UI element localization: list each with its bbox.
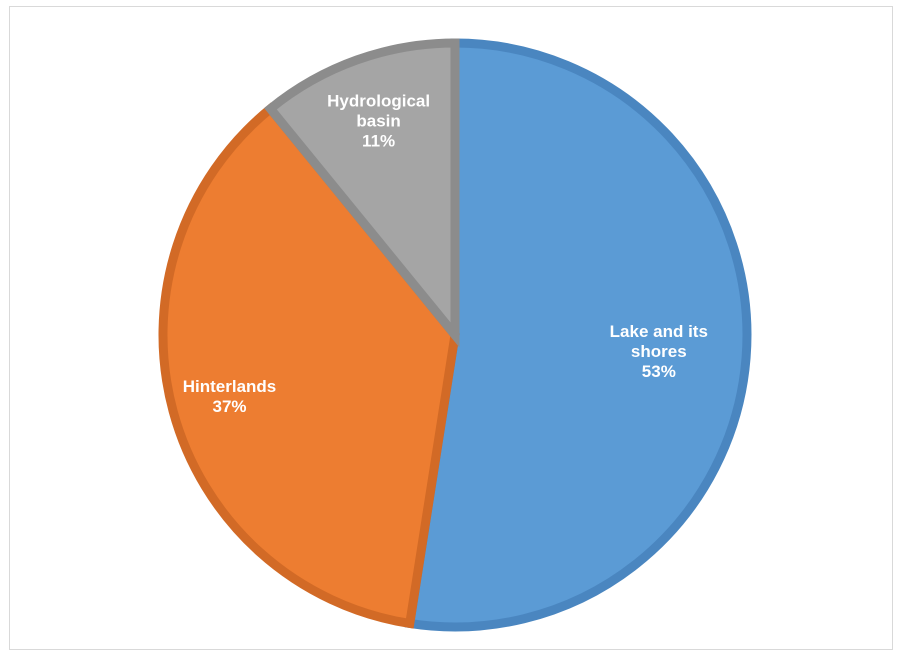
slices-layer — [158, 38, 752, 632]
data-label-value: 53% — [642, 362, 676, 381]
data-label-lake-and-its-shores: Lake and its shores 53% — [610, 322, 708, 381]
data-label-category: Lake and its — [610, 322, 708, 341]
pie-slice-hydrological-basin — [264, 38, 460, 348]
data-label-category: basin — [356, 111, 400, 130]
data-label-value: 11% — [362, 131, 395, 150]
data-label-hinterlands: Hinterlands 37% — [183, 377, 277, 416]
pie-slice-hinterlands — [158, 102, 460, 629]
data-label-value: 37% — [212, 397, 246, 416]
data-label-category: shores — [631, 342, 687, 361]
data-label-category: Hydrological — [327, 91, 430, 110]
labels-layer: Lake and its shores 53% Hinterlands 37% Hydro… — [183, 91, 708, 416]
data-label-category: Hinterlands — [183, 377, 277, 396]
pie-slice-lake-and-its-shores — [404, 38, 752, 632]
data-label-hydrological-basin: Hydrological basin 11% — [327, 91, 430, 150]
